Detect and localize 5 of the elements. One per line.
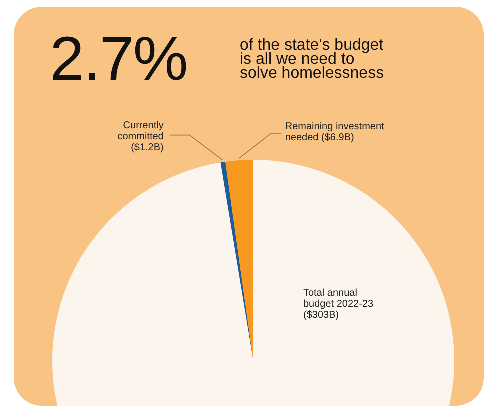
slice-label: Remaining investment needed ($6.9B) (285, 121, 385, 144)
slice-label: Currently committed ($1.2B) (118, 120, 164, 154)
chart-subtitle: of the state's budget is all we need to solve homelessness (240, 37, 384, 82)
chart-title: 2.7% (50, 25, 188, 94)
slice-label: Total annual budget 2022-23 ($303B) (304, 288, 374, 321)
